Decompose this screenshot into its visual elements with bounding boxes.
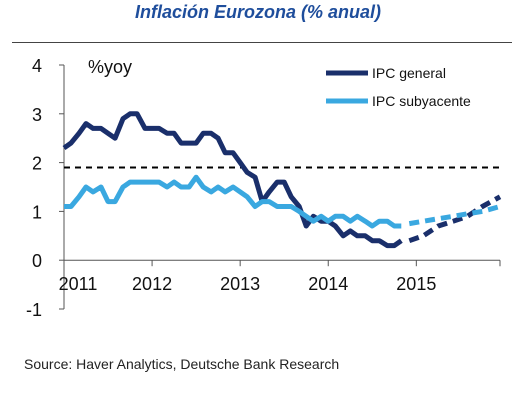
x-tick-label: 2015 — [396, 274, 436, 294]
y-tick-label: 2 — [32, 154, 42, 174]
y-axis-label: %yoy — [88, 57, 132, 77]
x-tick-label: 2014 — [308, 274, 348, 294]
y-tick-label: 1 — [32, 202, 42, 222]
x-tick-label: 2011 — [59, 274, 98, 294]
y-tick-label: 4 — [32, 56, 42, 76]
legend-label-ipc-general: IPC general — [372, 65, 446, 81]
y-tick-label: 0 — [32, 251, 42, 271]
x-tick-label: 2012 — [132, 274, 172, 294]
chart-title: Inflación Eurozona (% anual) — [134, 2, 381, 22]
y-tick-label: 3 — [32, 105, 42, 125]
y-tick-label: -1 — [26, 300, 42, 320]
series-line-ipc-subyacente — [64, 174, 402, 229]
series-line-ipc-general-forecast — [408, 194, 502, 244]
legend-label-ipc-subyacente: IPC subyacente — [372, 93, 471, 109]
x-tick-label: 2013 — [220, 274, 260, 294]
series-line-ipc-general — [62, 111, 403, 249]
source-note: Source: Haver Analytics, Deutsche Bank R… — [24, 356, 340, 372]
title-divider — [12, 42, 512, 43]
